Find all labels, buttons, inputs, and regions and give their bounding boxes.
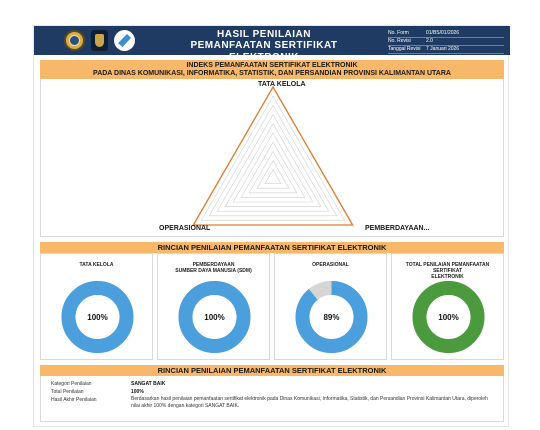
meta-value: 01/BS/01/2026 [426,30,460,36]
report-page: HASIL PENILAIAN PEMANFAATAN SERTIFIKAT E… [33,25,510,427]
donut-card-row: TATA KELOLA 100% PEMBERDAYAAN SUMBER DAYA… [40,253,504,360]
card-title: TOTAL PENILAIAN PEMANFAATAN SERTIFIKAT EL… [392,262,503,280]
meta-value: 2.0 [426,38,433,44]
donut-value-label: 100% [87,313,107,322]
donut-chart: 100% [178,281,251,353]
card-title: PEMBERDAYAAN SUMBER DAYA MANUSIA (SDM) [158,262,269,274]
report-title-line2: PEMANFAATAN SERTIFIKAT ELEKTRONIK [190,40,338,63]
summary-value: SANGAT BAIK [131,381,166,387]
report-title-line1: HASIL PENILAIAN [217,29,311,40]
score-card-tata-kelola: TATA KELOLA 100% [40,253,153,360]
detail-section-banner: RINCIAN PENILAIAN PEMANFAATAN SERTIFIKAT… [40,242,504,253]
donut-hole [192,295,237,339]
summary-key: Total Penilaian [51,389,84,395]
score-card-total: TOTAL PENILAIAN PEMANFAATAN SERTIFIKAT EL… [391,253,504,360]
donut-hole [426,295,471,339]
summary-value: Berdasarkan hasil penilaian pemanfaatan … [131,396,488,409]
summary-row: Hasil Akhir Penilaian Berdasarkan hasil p… [51,396,493,410]
donut-hole [309,295,354,339]
score-card-operasional: OPERASIONAL 89% [274,253,387,360]
donut-value-label: 100% [438,313,458,322]
donut-value-slice [61,281,134,353]
radar-grid-ring [232,132,314,203]
card-title-line1: TATA KELOLA [79,262,114,268]
summary-details: Kategori Penilaian SANGAT BAIK Total Peni… [40,376,504,422]
card-title-line1: PEMBERDAYAAN [192,262,235,268]
agency-emblem-icon [91,30,108,51]
meta-value: 7 Januari 2026 [426,46,460,52]
meta-key: No. Revisi [388,38,411,44]
report-header: HASIL PENILAIAN PEMANFAATAN SERTIFIKAT E… [34,26,510,63]
meta-key: Tanggal Revisi [388,46,421,52]
card-title: OPERASIONAL [275,262,386,268]
summary-key: Hasil Akhir Penilaian [51,397,97,403]
donut-value-slice [295,281,368,353]
radar-grid-ring [256,159,290,189]
donut-value-label: 100% [204,313,224,322]
radar-series-line [192,85,354,226]
summary-row: Kategori Penilaian SANGAT BAIK [51,380,493,388]
radar-grid-ring [216,113,330,212]
radar-grid-ring [264,169,282,184]
logo-group [64,29,135,52]
donut-value-slice [178,281,251,353]
radar-axis-label: TATA KELOLA [258,81,306,88]
summary-row: Total Penilaian 100% [51,388,493,396]
donut-chart: 100% [61,281,134,353]
summary-key: Kategori Penilaian [51,381,92,387]
donut-chart: 89% [295,281,368,353]
radar-grid-ring [200,95,346,221]
donut-value-label: 89% [323,313,339,322]
card-title-line1: TOTAL PENILAIAN PEMANFAATAN SERTIFIKAT [405,262,490,274]
card-title-line2: SUMBER DAYA MANUSIA (SDM) [175,268,252,274]
meta-row: Tanggal Revisi 7 Januari 2026 [388,46,504,54]
radar-grid-ring [192,86,354,226]
radar-chart [192,85,354,226]
radar-grid-ring [224,123,322,207]
summary-section-banner: RINCIAN PENILAIAN PEMANFAATAN SERTIFIKAT… [40,365,504,376]
card-title: TATA KELOLA [41,262,152,268]
report-title: HASIL PENILAIAN PEMANFAATAN SERTIFIKAT E… [154,29,374,64]
donut-value-slice [412,281,485,353]
meta-row: No. Form 01/BS/01/2026 [388,30,504,38]
card-title-line2: ELEKTRONIK [431,274,464,280]
summary-value: 100% [131,389,144,395]
meta-row: No. Revisi 2.0 [388,38,504,46]
index-title-line2: PADA DINAS KOMUNIKASI, INFORMATIKA, STAT… [93,70,451,77]
meta-key: No. Form [388,30,409,36]
index-section-banner: INDEKS PEMANFAATAN SERTIFIKAT ELEKTRONIK… [40,60,504,79]
bsre-logo-icon [114,30,135,51]
donut-chart: 100% [412,281,485,353]
radar-grid-ring [248,150,298,194]
province-emblem-icon [64,30,85,51]
radar-grid-ring [208,104,338,217]
card-title-line1: OPERASIONAL [312,262,349,268]
radar-axis-label: OPERASIONAL [159,225,211,232]
radar-grid-ring [240,141,306,198]
radar-chart-panel: TATA KELOLA PEMBERDAYAAN... OPERASIONAL [40,79,504,237]
score-card-sdm: PEMBERDAYAAN SUMBER DAYA MANUSIA (SDM) 10… [157,253,270,360]
form-meta-table: No. Form 01/BS/01/2026 No. Revisi 2.0 Tang… [388,30,504,54]
radar-axis-label: PEMBERDAYAAN... [365,225,430,232]
index-title-line1: INDEKS PEMANFAATAN SERTIFIKAT ELEKTRONIK [186,62,358,69]
donut-hole [75,295,120,339]
